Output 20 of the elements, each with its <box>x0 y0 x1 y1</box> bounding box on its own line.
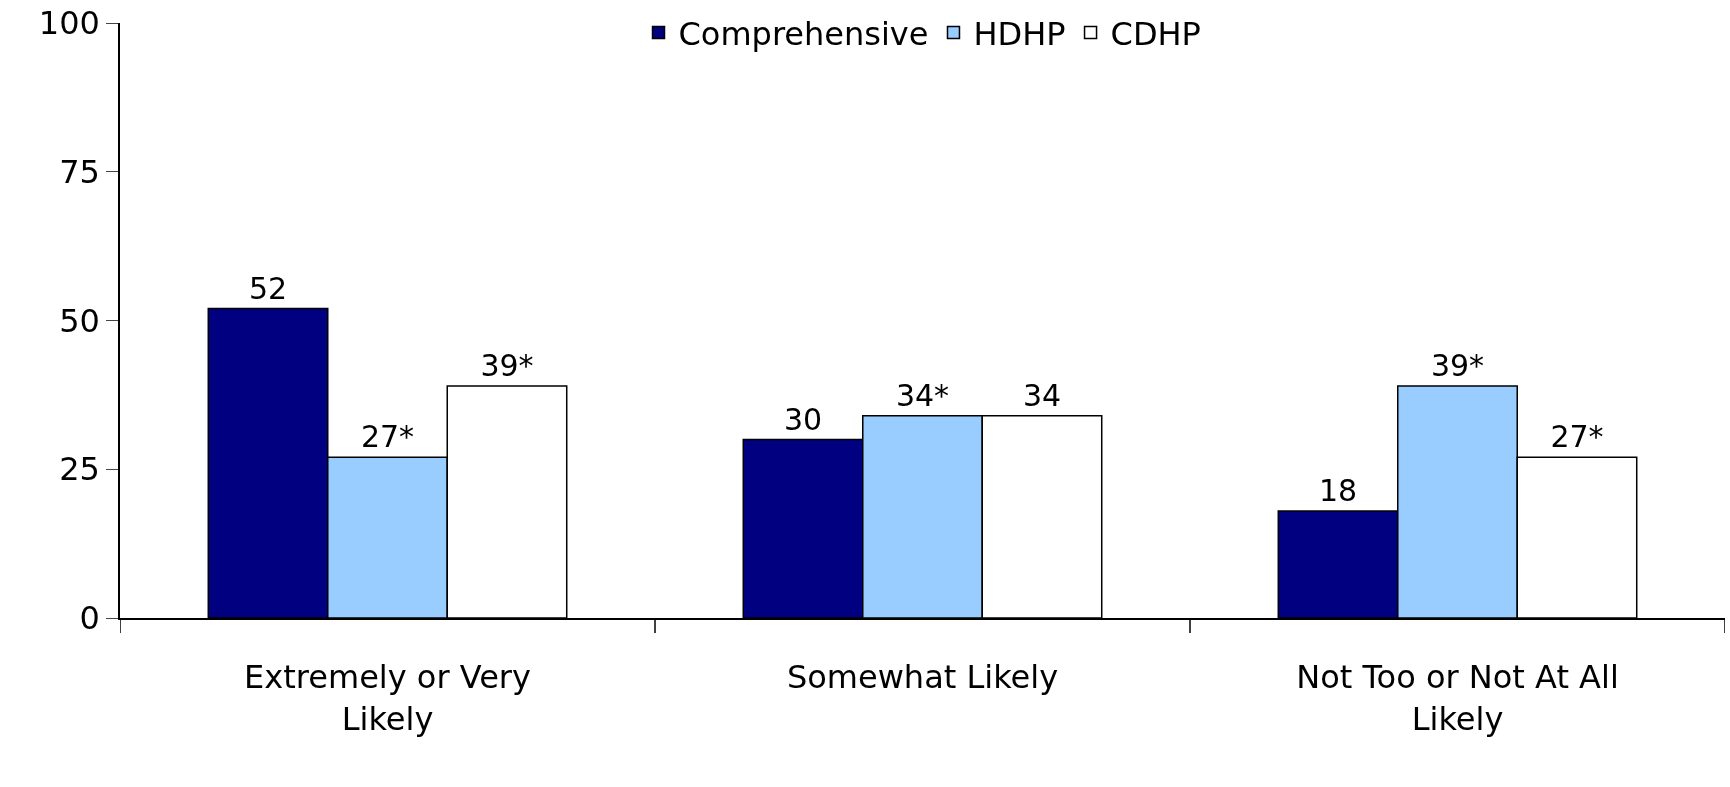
data-label: 52 <box>248 270 288 306</box>
data-label: 18 <box>1318 472 1358 508</box>
x-tick-label: Not Too or Not At All Likely <box>1296 658 1619 738</box>
x-tick-label: Somewhat Likely <box>786 658 1059 697</box>
y-tick-label: 0 <box>79 599 100 638</box>
data-label: 39* <box>1430 347 1485 383</box>
y-tick-label: 25 <box>59 450 100 489</box>
data-label: 39* <box>480 347 534 383</box>
data-label: 30 <box>783 401 823 437</box>
x-tick-label: Extremely or Very Likely <box>244 658 531 738</box>
data-label: 27* <box>360 419 415 455</box>
y-tick-label: 75 <box>59 152 100 191</box>
legend-label: Comprehensive <box>678 14 929 53</box>
data-label: 34* <box>895 377 950 413</box>
data-label: 27* <box>1550 419 1604 455</box>
legend-label: CDHP <box>1110 14 1201 53</box>
y-tick-label: 100 <box>38 4 100 43</box>
legend-label: HDHP <box>973 14 1066 53</box>
y-tick-label: 50 <box>59 301 100 340</box>
data-label: 34 <box>1022 377 1062 413</box>
